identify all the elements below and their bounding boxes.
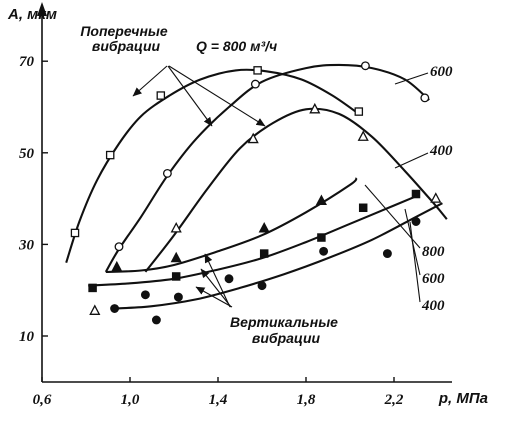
point-vertical-600 (411, 189, 421, 199)
y-tick-label: 50 (19, 146, 35, 162)
leader-transverse-800 (132, 65, 168, 97)
point-vertical-400 (319, 246, 329, 256)
point-vertical-400 (257, 281, 267, 291)
point-transverse-600 (114, 242, 124, 252)
x-ticks: 0,6 1,0 1,4 1,8 2,2 (33, 377, 404, 408)
point-vertical-800 (258, 221, 270, 233)
y-tick-label: 30 (18, 237, 35, 253)
curve-vertical-800 (105, 177, 358, 273)
data-points (70, 61, 442, 325)
annotation-vertical-2: вибрации (252, 330, 321, 346)
y-ticks: 10 30 50 70 (18, 54, 48, 345)
annotation-leaders (132, 65, 429, 308)
series-label-vertical-400: 400 (421, 298, 445, 314)
point-transverse-400 (89, 304, 101, 315)
point-transverse-600 (360, 61, 370, 71)
point-vertical-600 (358, 203, 368, 213)
x-axis-label: p, МПа (438, 390, 488, 407)
x-tick-label: 1,8 (297, 392, 316, 408)
annotation-transverse-1: Поперечные (80, 23, 168, 39)
point-transverse-600 (250, 79, 260, 89)
point-transverse-600 (162, 168, 172, 178)
point-vertical-400 (110, 304, 120, 313)
point-vertical-400 (382, 249, 392, 259)
leader-vertical-400 (195, 286, 233, 308)
point-vertical-600 (317, 233, 326, 242)
point-vertical-800 (315, 194, 327, 206)
curve-transverse-600 (104, 63, 430, 273)
curve-vertical-600 (88, 195, 417, 287)
point-vertical-400 (224, 274, 234, 284)
point-transverse-400 (170, 221, 182, 233)
series-label-vertical-800: 800 (422, 244, 445, 260)
annotation-q-label: Q = 800 м³/ч (196, 38, 277, 54)
y-tick-label: 70 (19, 54, 35, 70)
point-transverse-400 (357, 130, 369, 141)
curve-transverse-800 (65, 68, 360, 264)
axes (37, 2, 452, 383)
curves (65, 63, 448, 310)
leader-label-800-bottom (364, 184, 421, 249)
point-vertical-800 (111, 260, 123, 272)
point-vertical-400 (411, 217, 421, 226)
leader-label-600-top (394, 72, 429, 85)
annotation-vertical-1: Вертикальные (230, 314, 338, 330)
point-transverse-800 (253, 66, 262, 75)
leader-transverse-600 (167, 65, 213, 127)
point-transverse-400 (247, 132, 259, 144)
series-label-vertical-600: 600 (422, 271, 445, 287)
point-vertical-400 (140, 290, 150, 300)
leader-vertical-600 (200, 268, 232, 308)
leader-vertical-800 (204, 253, 231, 308)
point-transverse-800 (156, 91, 166, 100)
point-transverse-800 (354, 107, 364, 116)
point-transverse-800 (70, 228, 80, 238)
y-axis-arrow (37, 2, 47, 16)
x-tick-label: 1,4 (209, 392, 228, 408)
curve-vertical-400 (114, 202, 443, 310)
point-transverse-400 (430, 192, 442, 203)
point-transverse-600 (420, 93, 430, 103)
point-vertical-600 (259, 249, 269, 258)
y-tick-label: 10 (19, 329, 35, 345)
point-transverse-400 (309, 102, 321, 114)
curve-transverse-400 (144, 107, 448, 273)
series-label-transverse-400: 400 (429, 143, 453, 159)
x-tick-label: 0,6 (33, 392, 52, 408)
y-axis-label: A, мкм (7, 6, 57, 23)
series-label-transverse-600: 600 (430, 64, 453, 80)
point-vertical-400 (173, 292, 183, 302)
leader-transverse-400 (168, 65, 266, 127)
x-tick-label: 1,0 (121, 392, 140, 408)
point-vertical-600 (88, 283, 97, 293)
point-vertical-400 (151, 315, 161, 325)
annotation-transverse-2: вибрации (92, 38, 161, 54)
point-transverse-800 (105, 150, 115, 160)
leader-label-400-bottom (409, 221, 421, 303)
point-vertical-600 (171, 272, 181, 281)
point-vertical-800 (170, 251, 182, 263)
x-tick-label: 2,2 (384, 392, 404, 408)
